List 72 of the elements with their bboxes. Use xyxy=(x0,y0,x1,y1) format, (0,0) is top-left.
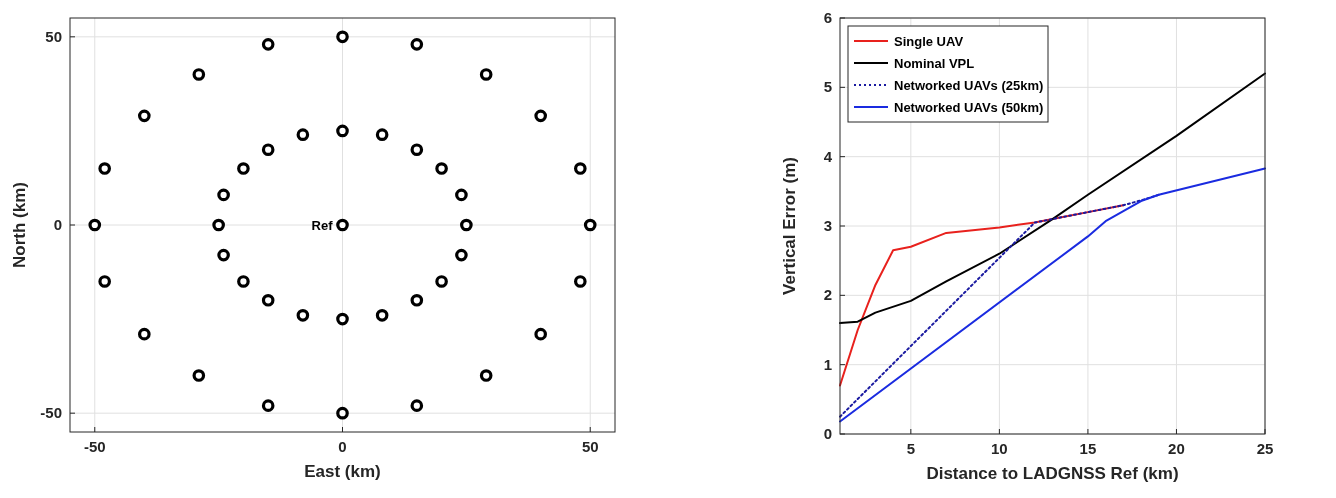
point xyxy=(336,124,349,138)
x-tick-label: 25 xyxy=(1256,440,1274,457)
x-axis-title: Distance to LADGNSS Ref (km) xyxy=(926,464,1179,483)
y-tick-label: 1 xyxy=(823,355,832,373)
point xyxy=(583,218,597,232)
point xyxy=(192,369,206,382)
legend-label: Networked UAVs (25km) xyxy=(894,78,1044,93)
point xyxy=(574,275,587,288)
point xyxy=(435,275,448,288)
point xyxy=(460,218,473,232)
y-axis-title: Vertical Error (m) xyxy=(780,157,799,295)
point xyxy=(217,248,230,262)
x-tick-label: 15 xyxy=(1079,440,1097,457)
y-tick-label: -50 xyxy=(40,404,62,422)
point xyxy=(88,218,102,232)
point xyxy=(261,38,275,51)
point xyxy=(237,162,250,175)
point xyxy=(479,369,493,382)
line-series xyxy=(839,167,1266,423)
x-tick-label: -50 xyxy=(83,438,106,455)
point xyxy=(261,143,275,157)
legend-label: Nominal VPL xyxy=(894,56,975,71)
point xyxy=(296,309,310,322)
y-axis-title: North (km) xyxy=(10,182,29,268)
line-series xyxy=(839,193,1160,418)
y-tick-label: 50 xyxy=(45,27,62,45)
annotation: Ref xyxy=(311,218,334,233)
point xyxy=(261,399,275,412)
point xyxy=(192,68,206,81)
point xyxy=(212,218,225,232)
y-tick-label: 6 xyxy=(823,9,832,26)
point xyxy=(98,162,111,175)
point xyxy=(534,109,547,123)
line-series xyxy=(839,204,1125,387)
point xyxy=(574,162,587,175)
y-tick-label: 0 xyxy=(823,425,832,442)
x-tick-label: 10 xyxy=(991,440,1008,457)
point xyxy=(98,275,111,288)
point xyxy=(410,399,424,412)
point xyxy=(375,309,389,322)
point xyxy=(217,188,230,202)
point xyxy=(534,327,547,341)
point xyxy=(410,38,424,51)
point xyxy=(336,30,349,44)
point xyxy=(410,293,424,307)
x-axis-title: East (km) xyxy=(304,462,381,481)
point xyxy=(261,293,275,307)
point xyxy=(336,406,349,420)
y-tick-label: 4 xyxy=(823,147,833,165)
point xyxy=(138,327,151,341)
x-tick-label: 20 xyxy=(1168,440,1185,457)
x-tick-label: 0 xyxy=(338,438,347,455)
point xyxy=(455,248,468,262)
y-tick-label: 3 xyxy=(823,217,832,234)
legend-label: Networked UAVs (50km) xyxy=(894,100,1044,115)
line-series xyxy=(839,72,1266,325)
y-tick-label: 5 xyxy=(823,78,832,96)
x-tick-label: 50 xyxy=(581,438,599,455)
y-tick-label: 2 xyxy=(823,286,832,304)
point xyxy=(479,68,493,81)
point xyxy=(455,188,468,202)
point xyxy=(138,109,151,123)
point xyxy=(435,162,448,175)
point xyxy=(336,218,349,232)
point xyxy=(237,275,250,288)
point xyxy=(410,143,424,157)
legend-label: Single UAV xyxy=(894,34,964,49)
point xyxy=(296,128,310,141)
point xyxy=(336,312,349,326)
y-tick-label: 0 xyxy=(53,216,62,233)
point xyxy=(375,128,389,141)
x-tick-label: 5 xyxy=(906,440,916,457)
